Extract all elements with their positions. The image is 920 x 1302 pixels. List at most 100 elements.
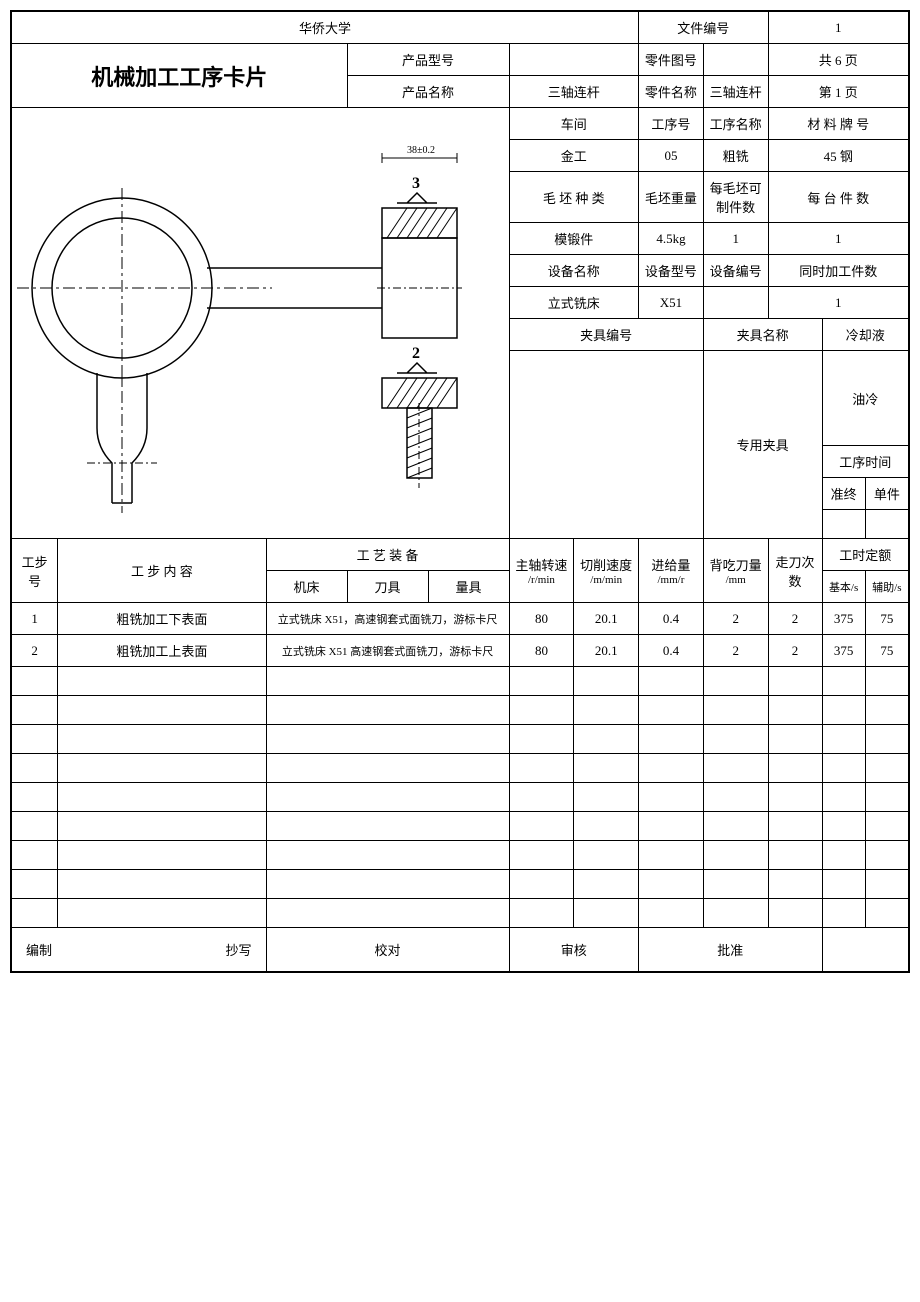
equip-name-label: 设备名称 (509, 255, 639, 287)
col-machine: 机床 (266, 571, 347, 603)
coolant: 油冷 (822, 351, 908, 446)
equip-name: 立式铣床 (509, 287, 639, 319)
col-cutspeed: 切削速度 /m/min (574, 539, 639, 603)
material: 45 钢 (768, 140, 908, 172)
surf1: 3 (412, 175, 420, 192)
step-row: 2 粗铣加工上表面 立式铣床 X51 高速钢套式面铣刀，游标卡尺 80 20.1… (12, 635, 909, 667)
fixture-name-label: 夹具名称 (703, 319, 822, 351)
blank-type-label: 毛 坯 种 类 (509, 172, 639, 223)
part-name: 三轴连杆 (703, 76, 768, 108)
equip-no (703, 287, 768, 319)
equip-model: X51 (639, 287, 704, 319)
approve-label: 批准 (639, 928, 822, 972)
step-cutspeed: 20.1 (574, 635, 639, 667)
step-depth: 2 (703, 635, 768, 667)
proof-label: 校对 (266, 928, 509, 972)
col-passes: 走刀次数 (768, 539, 822, 603)
empty-row (12, 899, 909, 928)
per-blank-parts: 1 (703, 223, 768, 255)
step-passes: 2 (768, 635, 822, 667)
surf2: 2 (412, 345, 420, 362)
university-cell: 华侨大学 (12, 12, 639, 44)
step-aux: 75 (865, 635, 908, 667)
per-unit-parts-label: 每 台 件 数 (768, 172, 908, 223)
prep-label: 准终 (822, 478, 865, 510)
step-aux: 75 (865, 603, 908, 635)
process-no: 05 (639, 140, 704, 172)
workshop: 金工 (509, 140, 639, 172)
process-name: 粗铣 (703, 140, 768, 172)
step-basic: 375 (822, 635, 865, 667)
col-spindle: 主轴转速 /r/min (509, 539, 574, 603)
per-blank-parts-label: 每毛坯可制件数 (703, 172, 768, 223)
doc-no: 1 (768, 12, 908, 44)
review-label: 审核 (509, 928, 639, 972)
col-tool: 刀具 (347, 571, 428, 603)
concurrent-label: 同时加工件数 (768, 255, 908, 287)
empty-row (12, 841, 909, 870)
empty-row (12, 812, 909, 841)
part-drawing-label: 零件图号 (639, 44, 704, 76)
step-spindle: 80 (509, 603, 574, 635)
col-time-basic: 基本/s (822, 571, 865, 603)
process-name-label: 工序名称 (703, 108, 768, 140)
pages-total: 共 6 页 (768, 44, 908, 76)
dim-label: 38±0.2 (407, 145, 435, 156)
col-time-aux: 辅助/s (865, 571, 908, 603)
unit-label: 单件 (865, 478, 908, 510)
step-no: 1 (12, 603, 58, 635)
blank-type: 模锻件 (509, 223, 639, 255)
concurrent: 1 (768, 287, 908, 319)
product-model (509, 44, 639, 76)
equip-no-label: 设备编号 (703, 255, 768, 287)
card-title: 机械加工工序卡片 (12, 44, 348, 108)
per-unit-parts: 1 (768, 223, 908, 255)
footer-row: 编制 抄写 校对 审核 批准 (12, 928, 909, 972)
step-basic: 375 (822, 603, 865, 635)
col-feed: 进给量 /mm/r (639, 539, 704, 603)
diagram-cell: 38±0.2 3 2 (12, 108, 510, 539)
product-name-label: 产品名称 (347, 76, 509, 108)
compile-label: 编制 (26, 940, 52, 959)
empty-row (12, 870, 909, 899)
main-table: 华侨大学 文件编号 1 机械加工工序卡片 产品型号 零件图号 共 6 页 产品名… (11, 11, 909, 972)
empty-row (12, 667, 909, 696)
process-no-label: 工序号 (639, 108, 704, 140)
col-tooling: 工 艺 装 备 (266, 539, 509, 571)
col-gauge: 量具 (428, 571, 509, 603)
empty-row (12, 754, 909, 783)
step-row: 1 粗铣加工下表面 立式铣床 X51，高速钢套式面铣刀，游标卡尺 80 20.1… (12, 603, 909, 635)
step-tooling: 立式铣床 X51 高速钢套式面铣刀，游标卡尺 (266, 635, 509, 667)
product-model-label: 产品型号 (347, 44, 509, 76)
step-no: 2 (12, 635, 58, 667)
step-spindle: 80 (509, 635, 574, 667)
blank-weight: 4.5kg (639, 223, 704, 255)
col-time-quota: 工时定额 (822, 539, 908, 571)
product-name: 三轴连杆 (509, 76, 639, 108)
workshop-label: 车间 (509, 108, 639, 140)
copy-label: 抄写 (226, 940, 252, 959)
step-content: 粗铣加工下表面 (58, 603, 266, 635)
fixture-no (509, 351, 703, 539)
empty-row (12, 783, 909, 812)
coolant-label: 冷却液 (822, 319, 908, 351)
step-feed: 0.4 (639, 635, 704, 667)
equip-model-label: 设备型号 (639, 255, 704, 287)
step-cutspeed: 20.1 (574, 603, 639, 635)
col-depth: 背吃刀量 /mm (703, 539, 768, 603)
process-time-label: 工序时间 (822, 446, 908, 478)
fixture-name: 专用夹具 (703, 351, 822, 539)
page-current: 第 1 页 (768, 76, 908, 108)
step-passes: 2 (768, 603, 822, 635)
step-tooling: 立式铣床 X51，高速钢套式面铣刀，游标卡尺 (266, 603, 509, 635)
empty-row (12, 725, 909, 754)
empty-row (12, 696, 909, 725)
doc-no-label: 文件编号 (639, 12, 769, 44)
unit-val (865, 510, 908, 539)
prep-val (822, 510, 865, 539)
step-depth: 2 (703, 603, 768, 635)
step-feed: 0.4 (639, 603, 704, 635)
col-step-no: 工步号 (12, 539, 58, 603)
step-content: 粗铣加工上表面 (58, 635, 266, 667)
col-step-content: 工 步 内 容 (58, 539, 266, 603)
